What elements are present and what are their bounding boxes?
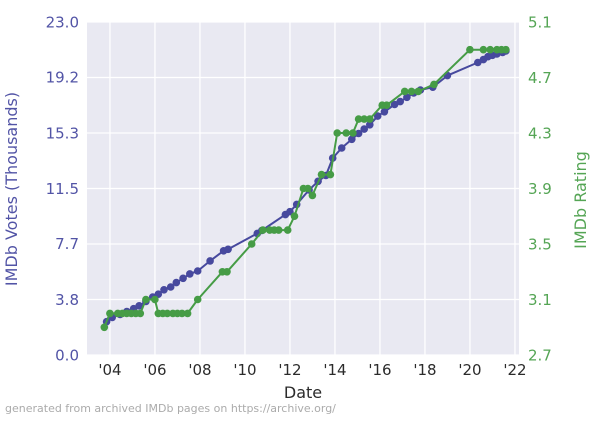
rating-marker: [407, 87, 416, 96]
rating-marker: [151, 295, 159, 304]
votes-marker: [224, 245, 232, 254]
rating-marker: [163, 309, 172, 318]
votes-marker: [337, 144, 346, 152]
rating-marker: [223, 268, 231, 276]
rating-marker: [360, 115, 369, 123]
votes-marker: [166, 283, 175, 291]
votes-marker: [403, 93, 411, 102]
votes-marker: [390, 100, 399, 109]
x-tick-label: '14: [323, 361, 346, 379]
x-tick-label: '08: [188, 361, 211, 379]
rating-marker: [106, 309, 114, 318]
rating-marker: [326, 170, 335, 179]
rating-marker: [354, 115, 363, 123]
x-axis-label: Date: [284, 383, 322, 402]
x-tick-label: '22: [503, 361, 526, 379]
y-right-tick-label: 3.9: [528, 180, 552, 198]
rating-marker: [304, 184, 312, 193]
rating-marker: [136, 309, 145, 318]
rating-marker: [479, 45, 488, 54]
x-tick-label: '16: [368, 361, 391, 379]
rating-marker: [333, 129, 342, 137]
votes-marker: [135, 302, 143, 310]
y-right-tick-label: 4.3: [528, 124, 552, 142]
y-left-tick-label: 0.0: [55, 346, 79, 364]
votes-marker: [206, 257, 214, 265]
votes-marker: [160, 286, 168, 294]
votes-marker: [186, 270, 194, 278]
votes-marker: [354, 129, 363, 138]
y-right-tick-label: 4.7: [528, 69, 552, 87]
x-tick-label: '10: [233, 361, 256, 379]
x-tick-label: '20: [458, 361, 481, 379]
y-right-tick-label: 3.5: [528, 235, 552, 253]
rating-marker: [100, 323, 109, 332]
rating-marker: [274, 226, 283, 234]
x-tick-label: '06: [143, 361, 166, 379]
rating-marker: [486, 45, 495, 54]
x-tick-label: '18: [413, 361, 436, 379]
rating-marker: [502, 45, 510, 54]
rating-marker: [142, 295, 150, 304]
y-left-tick-label: 7.7: [55, 235, 79, 253]
data-series: [100, 45, 510, 332]
votes-marker: [193, 267, 202, 275]
votes-marker: [366, 121, 374, 129]
votes-marker: [172, 278, 181, 287]
votes-marker: [474, 58, 482, 67]
x-tick-label: '12: [278, 361, 301, 379]
rating-marker: [317, 170, 326, 179]
rating-marker: [342, 129, 351, 137]
y-left-tick-label: 23.0: [46, 13, 79, 31]
rating-marker: [466, 45, 474, 54]
y-left-tick-label: 11.5: [46, 180, 79, 198]
votes-marker: [396, 97, 405, 106]
rating-marker: [259, 226, 267, 234]
rating-marker: [430, 80, 438, 89]
y-right-tick-label: 2.7: [528, 346, 552, 364]
rating-marker: [366, 115, 374, 123]
y-left-tick-label: 15.3: [46, 124, 79, 142]
rating-marker: [349, 129, 357, 137]
rating-marker: [290, 212, 299, 220]
votes-marker: [179, 274, 187, 283]
y-right-tick-label: 5.1: [528, 13, 552, 31]
y-left-tick-label: 3.8: [55, 291, 79, 309]
rating-marker: [414, 87, 423, 96]
votes-marker: [380, 108, 389, 116]
tick-labels: '04 '06 '08 '10 '12 '14 '16 '18 '20 '22 0.0 3.8 7.7 1…: [46, 13, 552, 379]
rating-marker: [183, 309, 192, 318]
rating-marker: [283, 226, 292, 234]
y-left-tick-label: 19.2: [46, 69, 79, 87]
y-left-axis-label: IMDb Votes (Thousands): [2, 92, 21, 286]
votes-marker: [373, 112, 382, 120]
rating-marker: [247, 240, 256, 248]
rating-marker: [308, 191, 317, 200]
footer-note: generated from archived IMDb pages on ht…: [5, 402, 336, 415]
y-right-tick-label: 3.1: [528, 291, 552, 309]
votes-marker: [348, 135, 356, 144]
rating-marker: [382, 101, 391, 109]
votes-marker: [360, 125, 369, 133]
y-right-axis-label: IMDb Rating: [571, 151, 590, 249]
rating-marker: [178, 309, 186, 318]
x-tick-label: '04: [98, 361, 121, 379]
rating-marker: [193, 295, 202, 304]
rating-marker: [400, 87, 409, 96]
